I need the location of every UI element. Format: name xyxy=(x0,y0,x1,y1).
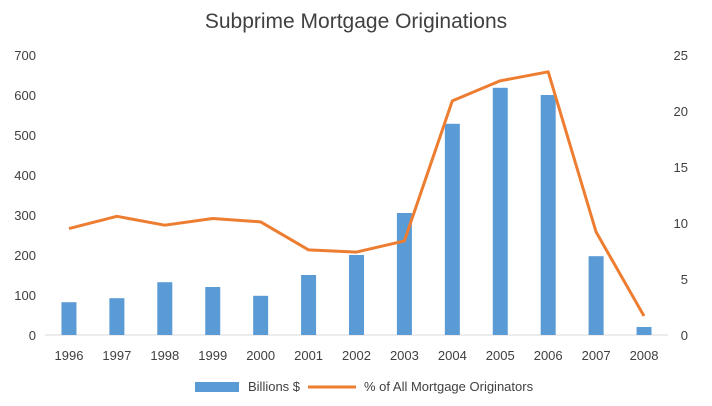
bar-2008 xyxy=(636,327,652,335)
y-left-tick-label: 700 xyxy=(14,48,36,63)
y-left-tick-label: 600 xyxy=(14,88,36,103)
y-left-tick-label: 400 xyxy=(14,168,36,183)
bar-2001 xyxy=(301,275,317,335)
x-tick-label: 2001 xyxy=(294,348,323,363)
x-tick-label: 2006 xyxy=(534,348,563,363)
legend-label-percent: % of All Mortgage Originators xyxy=(364,379,534,394)
y-right-tick-label: 5 xyxy=(681,272,688,287)
line-series xyxy=(68,70,646,317)
x-tick-label: 1999 xyxy=(198,348,227,363)
y-left-tick-label: 300 xyxy=(14,208,36,223)
legend: Billions $ % of All Mortgage Originators xyxy=(195,379,534,394)
y-left-tick-label: 100 xyxy=(14,288,36,303)
x-tick-label: 2003 xyxy=(390,348,419,363)
bar-1996 xyxy=(61,302,77,335)
x-tick-label: 1998 xyxy=(150,348,179,363)
y-right-tick-label: 10 xyxy=(674,216,688,231)
bar-series xyxy=(61,87,652,335)
chart-title: Subprime Mortgage Originations xyxy=(205,10,507,33)
x-tick-label: 2008 xyxy=(630,348,659,363)
bar-1997 xyxy=(109,298,125,335)
x-tick-label: 2004 xyxy=(438,348,467,363)
x-tick-label: 2007 xyxy=(582,348,611,363)
x-tick-label: 2002 xyxy=(342,348,371,363)
y-right-tick-label: 0 xyxy=(681,328,688,343)
bar-2002 xyxy=(349,255,364,335)
bar-2000 xyxy=(253,295,269,335)
bar-2006 xyxy=(540,95,556,335)
bar-2004 xyxy=(444,123,460,335)
y-left-tick-label: 200 xyxy=(14,248,36,263)
x-tick-label: 1997 xyxy=(102,348,131,363)
y-left-tick-label: 500 xyxy=(14,128,36,143)
bar-2007 xyxy=(588,256,604,335)
y-right-tick-label: 20 xyxy=(674,104,688,119)
x-tick-label: 1996 xyxy=(55,348,84,363)
bar-2005 xyxy=(492,87,508,335)
x-tick-label: 2005 xyxy=(486,348,515,363)
y-right-tick-label: 15 xyxy=(674,160,688,175)
y-right-tick-label: 25 xyxy=(674,48,688,63)
bar-1998 xyxy=(157,282,173,335)
y-left-tick-label: 0 xyxy=(29,328,36,343)
legend-swatch-billions xyxy=(195,382,239,392)
bar-1999 xyxy=(205,287,221,335)
tick-labels: 0 100 200 300 400 500 600 700 0 5 10 15 20 25 1996 1997… xyxy=(14,48,688,363)
bar-2003 xyxy=(396,213,412,335)
legend-label-billions: Billions $ xyxy=(248,379,301,394)
x-tick-label: 2000 xyxy=(246,348,275,363)
